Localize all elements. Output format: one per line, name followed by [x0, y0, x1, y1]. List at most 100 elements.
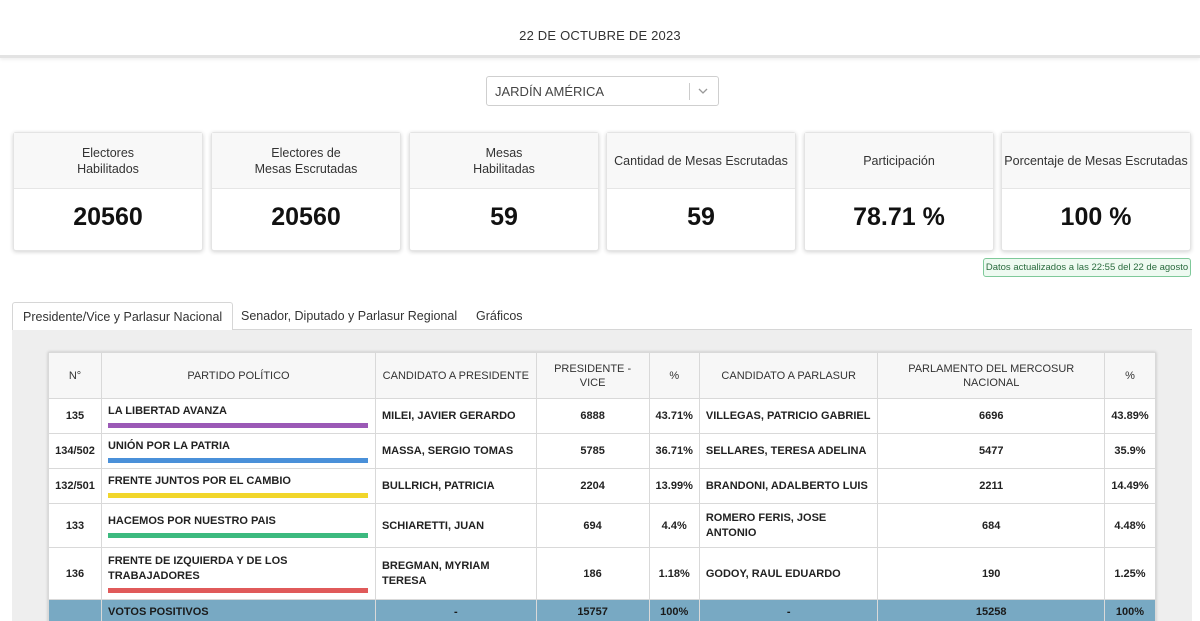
row-num: 136 [48, 547, 102, 600]
row-votes: 2204 [535, 468, 650, 504]
row-president: MILEI, JAVIER GERARDO [374, 398, 537, 434]
table-row: 136 FRENTE DE IZQUIERDA Y DE LOS TRABAJA… [48, 547, 1157, 600]
row-parl-votes: 5477 [877, 433, 1105, 469]
stat-value: 100 % [1060, 203, 1132, 231]
col-header-party: PARTIDO POLÍTICO [100, 352, 376, 399]
row-num: 133 [48, 503, 102, 548]
party-name: FRENTE JUNTOS POR EL CAMBIO [107, 475, 291, 487]
row-party: LA LIBERTAD AVANZA [100, 398, 376, 434]
stat-label: Participación [805, 133, 993, 189]
party-name: HACEMOS POR NUESTRO PAIS [107, 514, 276, 527]
tab-senador-diputado[interactable]: Senador, Diputado y Parlasur Regional [241, 309, 458, 323]
row-votes: 694 [535, 503, 650, 548]
stat-card-porcentaje-mesas: Porcentaje de Mesas Escrutadas 100 % [1001, 132, 1191, 251]
row-parlasur: ROMERO FERIS, JOSE ANTONIO [698, 503, 879, 548]
table-row: 133 HACEMOS POR NUESTRO PAIS SCHIARETTI,… [48, 503, 1157, 548]
tab-presidente-parlasur[interactable]: Presidente/Vice y Parlasur Nacional [12, 302, 234, 331]
row-president: SCHIARETTI, JUAN [374, 503, 537, 548]
stat-value: 59 [490, 203, 518, 231]
total-parl-pct: 100% [1103, 599, 1157, 621]
row-votes: 6888 [535, 398, 650, 434]
stat-value: 20560 [73, 203, 143, 231]
tab-bar: Presidente/Vice y Parlasur Nacional Sena… [12, 302, 1192, 331]
stat-value: 59 [687, 203, 715, 231]
row-parlasur: SELLARES, TERESA ADELINA [698, 433, 879, 469]
election-date: 22 DE OCTUBRE DE 2023 [519, 28, 681, 43]
total-president: - [374, 599, 537, 621]
chevron-down-icon[interactable] [697, 85, 709, 97]
stat-card-electores-escrutadas: Electores de Mesas Escrutadas 20560 [211, 132, 401, 251]
party-color-bar [107, 423, 368, 428]
stat-label: Porcentaje de Mesas Escrutadas [1002, 133, 1190, 189]
total-pct: 100% [648, 599, 700, 621]
party-name: LA LIBERTAD AVANZA [107, 405, 227, 417]
row-parlasur: BRANDONI, ADALBERTO LUIS [698, 468, 879, 504]
col-header-president: CANDIDATO A PRESIDENTE [374, 352, 537, 399]
row-votes: 5785 [535, 433, 650, 469]
stat-value: 78.71 % [853, 203, 945, 231]
col-header-votes: PRESIDENTE - VICE [535, 352, 650, 399]
total-parl-votes: 15258 [877, 599, 1105, 621]
row-pct: 43.71% [648, 398, 700, 434]
row-pct: 36.71% [648, 433, 700, 469]
top-bar: 22 DE OCTUBRE DE 2023 [0, 0, 1200, 58]
row-parl-votes: 684 [877, 503, 1105, 548]
party-name: UNIÓN POR LA PATRIA [107, 440, 230, 452]
table-header-row: N° PARTIDO POLÍTICO CANDIDATO A PRESIDEN… [48, 352, 1157, 399]
table-row: 135 LA LIBERTAD AVANZA MILEI, JAVIER GER… [48, 398, 1157, 434]
results-table: N° PARTIDO POLÍTICO CANDIDATO A PRESIDEN… [48, 352, 1157, 621]
party-color-bar [107, 493, 368, 498]
total-row: VOTOS POSITIVOS - 15757 100% - 15258 100… [48, 599, 1157, 621]
row-party: FRENTE DE IZQUIERDA Y DE LOS TRABAJADORE… [100, 547, 376, 600]
row-president: BREGMAN, MYRIAM TERESA [374, 547, 537, 600]
row-pct: 13.99% [648, 468, 700, 504]
table-row: 132/501 FRENTE JUNTOS POR EL CAMBIO BULL… [48, 468, 1157, 504]
row-parl-votes: 190 [877, 547, 1105, 600]
row-parl-pct: 4.48% [1103, 503, 1157, 548]
row-president: BULLRICH, PATRICIA [374, 468, 537, 504]
location-select[interactable]: JARDÍN AMÉRICA [486, 76, 719, 106]
row-parl-pct: 14.49% [1103, 468, 1157, 504]
stat-label: Mesas Habilitadas [410, 133, 598, 189]
row-num: 134/502 [48, 433, 102, 469]
col-header-pct: % [648, 352, 700, 399]
tab-graficos[interactable]: Gráficos [476, 309, 523, 323]
row-parl-pct: 35.9% [1103, 433, 1157, 469]
total-label: VOTOS POSITIVOS [100, 599, 376, 621]
col-header-parl-pct: % [1103, 352, 1157, 399]
row-parl-votes: 2211 [877, 468, 1105, 504]
table-row: 134/502 UNIÓN POR LA PATRIA MASSA, SERGI… [48, 433, 1157, 469]
stat-label: Electores Habilitados [14, 133, 202, 189]
stat-card-mesas-habilitadas: Mesas Habilitadas 59 [409, 132, 599, 251]
party-color-bar [107, 532, 368, 538]
row-pct: 4.4% [648, 503, 700, 548]
row-parlasur: GODOY, RAUL EDUARDO [698, 547, 879, 600]
updated-badge: Datos actualizados a las 22:55 del 22 de… [983, 258, 1191, 277]
row-parl-votes: 6696 [877, 398, 1105, 434]
location-select-value: JARDÍN AMÉRICA [495, 84, 605, 99]
stat-label: Cantidad de Mesas Escrutadas [607, 133, 795, 189]
row-party: HACEMOS POR NUESTRO PAIS [100, 503, 376, 548]
party-name: FRENTE DE IZQUIERDA Y DE LOS TRABAJADORE… [107, 555, 288, 582]
row-pct: 1.18% [648, 547, 700, 600]
stat-label: Electores de Mesas Escrutadas [212, 133, 400, 189]
total-num [48, 599, 102, 621]
stat-card-electores-habilitados: Electores Habilitados 20560 [13, 132, 203, 251]
col-header-parl-votes: PARLAMENTO DEL MERCOSUR NACIONAL [877, 352, 1105, 399]
total-parlasur: - [698, 599, 879, 621]
row-parlasur: VILLEGAS, PATRICIO GABRIEL [698, 398, 879, 434]
col-header-parlasur: CANDIDATO A PARLASUR [698, 352, 879, 399]
row-president: MASSA, SERGIO TOMAS [374, 433, 537, 469]
stat-card-participacion: Participación 78.71 % [804, 132, 994, 251]
row-party: FRENTE JUNTOS POR EL CAMBIO [100, 468, 376, 504]
row-parl-pct: 1.25% [1103, 547, 1157, 600]
col-header-num: N° [48, 352, 102, 399]
party-color-bar [107, 458, 368, 463]
row-num: 135 [48, 398, 102, 434]
stat-value: 20560 [271, 203, 341, 231]
select-divider [689, 83, 690, 100]
party-color-bar [107, 588, 368, 593]
row-party: UNIÓN POR LA PATRIA [100, 433, 376, 469]
row-num: 132/501 [48, 468, 102, 504]
row-votes: 186 [535, 547, 650, 600]
